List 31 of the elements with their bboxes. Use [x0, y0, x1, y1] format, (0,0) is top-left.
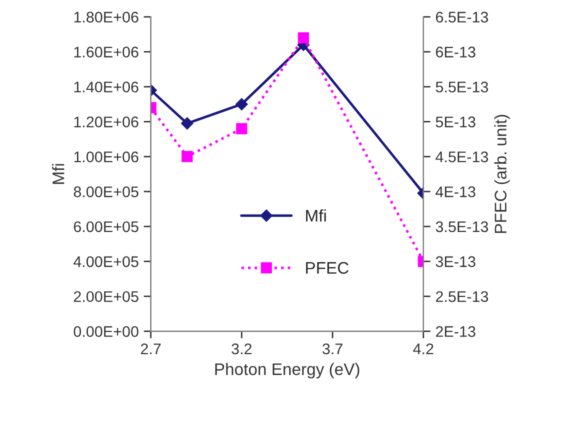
y-tick-label: 6.00E+05: [74, 221, 138, 232]
y-tick-label: 1.20E+06: [74, 116, 138, 128]
y2-tick-label: 3E-13: [436, 256, 476, 268]
x-tick-label: 3.7: [322, 343, 342, 354]
x-tick-label: 4.2: [413, 343, 434, 354]
y2-tick-label: 6.5E-13: [436, 12, 488, 23]
y-axis-title: Mfi: [52, 164, 64, 184]
y-tick-label: 1.60E+06: [74, 46, 138, 58]
y2-tick-label: 6E-13: [436, 46, 476, 58]
y2-tick-label: 5E-13: [436, 116, 476, 128]
x-tick-label: 3.2: [232, 343, 252, 354]
legend-label: Mfi: [306, 209, 326, 222]
legend-label: PFEC: [306, 262, 349, 274]
x-axis-title: Photon Energy (eV): [215, 362, 360, 378]
y2-tick-label: 4.5E-13: [436, 151, 488, 162]
y2-tick-label: 2.5E-13: [436, 291, 488, 302]
y-tick-label: 1.00E+06: [74, 151, 138, 162]
y2-tick-label: 3.5E-13: [436, 221, 488, 232]
point: [236, 98, 248, 110]
y2-tick-label: 4E-13: [436, 186, 476, 198]
y-tick-label: 8.00E+05: [74, 186, 138, 198]
y-tick-label: 0.00E+00: [74, 326, 138, 337]
x-tick-label: 2.7: [140, 343, 161, 354]
y-tick-label: 1.40E+06: [74, 82, 138, 92]
y2-axis-title: PFEC (arb. unit): [494, 114, 510, 233]
y-tick-label: 1.80E+06: [74, 12, 138, 23]
y-tick-label: 4.00E+05: [74, 256, 138, 268]
point: [181, 117, 194, 130]
y2-tick-label: 5.5E-13: [436, 82, 488, 92]
y-tick-label: 2.00E+05: [74, 291, 138, 302]
y2-tick-label: 2E-13: [436, 326, 476, 337]
